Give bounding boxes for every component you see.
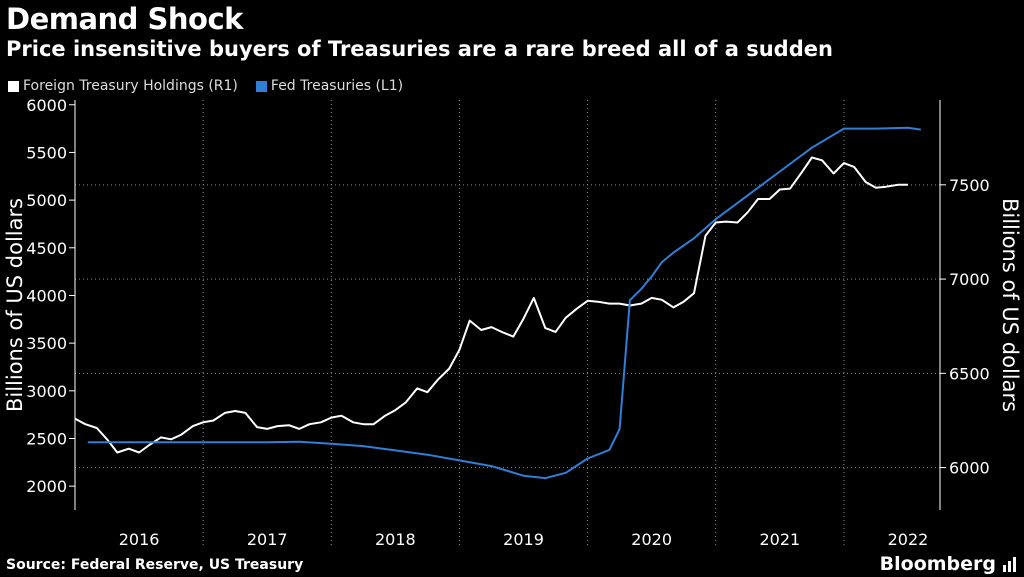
x-tick-label: 2017 xyxy=(247,530,288,549)
x-tick-label: 2018 xyxy=(375,530,416,549)
right-tick-label: 6500 xyxy=(949,364,990,383)
left-tick-label: 5500 xyxy=(26,143,67,162)
right-axis-title: Billions of US dollars xyxy=(998,198,1022,412)
legend-label-fed: Fed Treasuries (L1) xyxy=(270,78,404,94)
left-tick-label: 5000 xyxy=(26,191,67,210)
left-tick-label: 2500 xyxy=(26,429,67,448)
x-tick-label: 2019 xyxy=(503,530,544,549)
left-tick-label: 6000 xyxy=(26,96,67,115)
chart-title: Demand Shock xyxy=(6,2,243,36)
legend-item-fed: Fed Treasuries (L1) xyxy=(255,78,404,94)
legend-swatch-foreign xyxy=(8,80,19,92)
brand-logo-text: Bloomberg xyxy=(879,553,996,575)
left-tick-label: 3500 xyxy=(26,334,67,353)
right-tick-label: 7500 xyxy=(949,176,990,195)
legend: Foreign Treasury Holdings (R1) Fed Treas… xyxy=(8,78,403,94)
series-line-foreign-holdings xyxy=(74,156,908,454)
x-tick-label: 2021 xyxy=(759,530,800,549)
right-tick-label: 6000 xyxy=(949,459,990,478)
source-note: Source: Federal Reserve, US Treasury xyxy=(6,557,304,573)
legend-swatch-fed xyxy=(255,80,267,92)
x-tick-label: 2022 xyxy=(888,530,929,549)
left-tick-label: 2000 xyxy=(26,477,67,496)
bloomberg-bars-icon xyxy=(1003,557,1016,572)
x-tick-label: 2016 xyxy=(119,530,160,549)
series-line-fed-treasuries xyxy=(87,126,921,480)
left-tick-label: 4500 xyxy=(26,239,67,258)
left-tick-label: 3000 xyxy=(26,382,67,401)
chart-subtitle: Price insensitive buyers of Treasuries a… xyxy=(6,37,833,61)
left-tick-label: 4000 xyxy=(26,286,67,305)
left-axis-title: Billions of US dollars xyxy=(3,198,27,412)
right-tick-label: 7000 xyxy=(949,270,990,289)
legend-label-foreign: Foreign Treasury Holdings (R1) xyxy=(23,78,238,94)
legend-item-foreign: Foreign Treasury Holdings (R1) xyxy=(8,78,238,94)
x-tick-label: 2020 xyxy=(631,530,672,549)
